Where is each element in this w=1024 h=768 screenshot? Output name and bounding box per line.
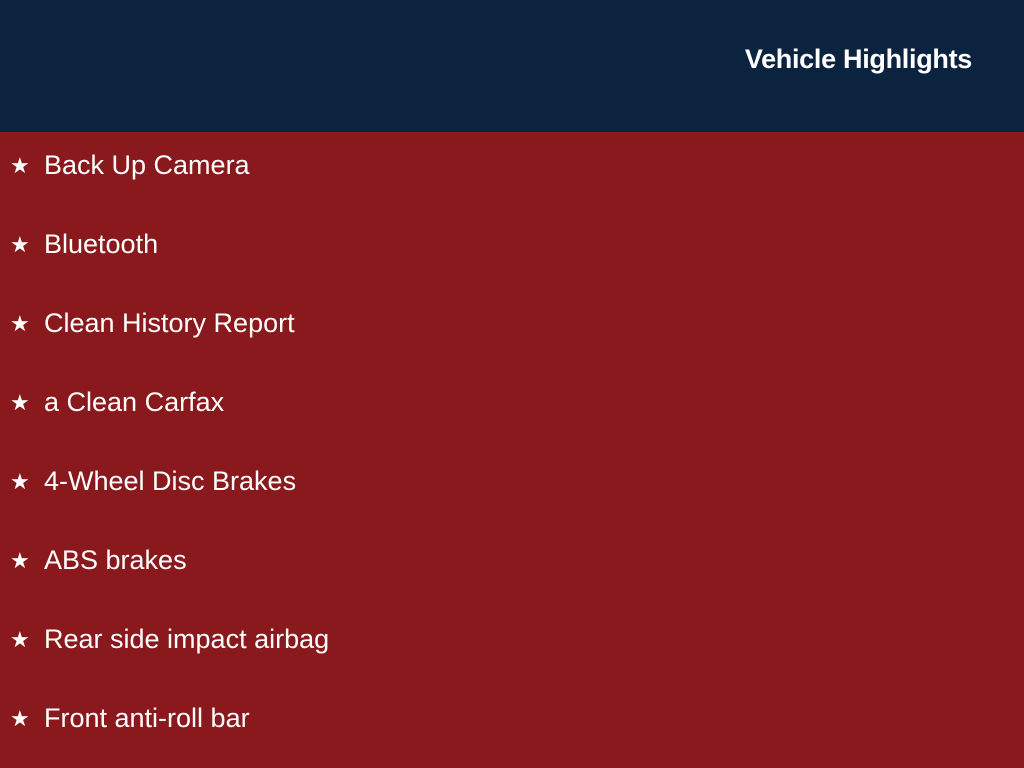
star-icon: ★ <box>10 547 30 573</box>
star-icon: ★ <box>10 626 30 652</box>
highlight-label: Front anti-roll bar <box>44 703 250 733</box>
list-item: ★ Clean History Report <box>0 288 1024 367</box>
list-item: ★ Rear side impact airbag <box>0 604 1024 683</box>
highlight-label: Rear side impact airbag <box>44 624 330 654</box>
highlight-label: Back Up Camera <box>44 150 250 180</box>
star-icon: ★ <box>10 310 30 336</box>
star-icon: ★ <box>10 468 30 494</box>
star-icon: ★ <box>10 231 30 257</box>
header: Vehicle Highlights <box>0 0 1024 132</box>
highlights-list: ★ Back Up Camera ★ Bluetooth ★ Clean History … <box>0 130 1024 762</box>
highlight-label: ABS brakes <box>44 545 187 575</box>
highlight-label: Bluetooth <box>44 229 159 259</box>
highlight-label: a Clean Carfax <box>44 387 225 417</box>
list-item: ★ 4-Wheel Disc Brakes <box>0 446 1024 525</box>
list-item: ★ Front anti-roll bar <box>0 683 1024 762</box>
star-icon: ★ <box>10 705 30 731</box>
list-item: ★ a Clean Carfax <box>0 367 1024 446</box>
highlight-label: Clean History Report <box>44 308 295 338</box>
star-icon: ★ <box>10 389 30 415</box>
star-icon: ★ <box>10 152 30 178</box>
list-item: ★ Back Up Camera <box>0 130 1024 209</box>
list-item: ★ ABS brakes <box>0 525 1024 604</box>
page-title: Vehicle Highlights <box>744 44 972 74</box>
highlight-label: 4-Wheel Disc Brakes <box>44 466 297 496</box>
list-item: ★ Bluetooth <box>0 209 1024 288</box>
